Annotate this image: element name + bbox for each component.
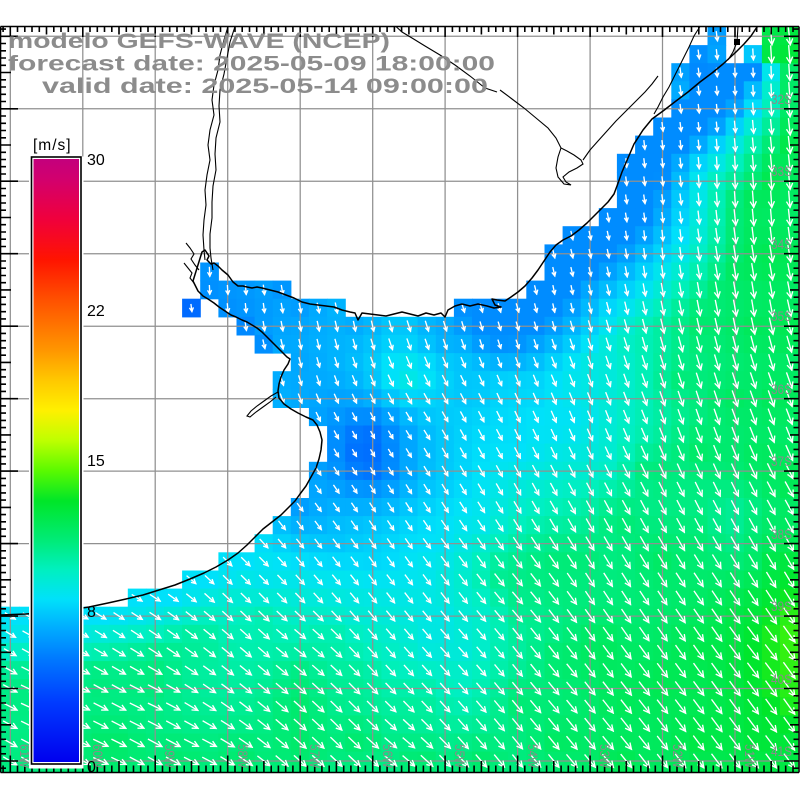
- svg-text:37S: 37S: [771, 453, 792, 469]
- svg-text:35S: 35S: [771, 308, 792, 324]
- svg-text:52W: 52W: [670, 744, 686, 769]
- svg-text:32S: 32S: [771, 91, 792, 107]
- svg-text:54W: 54W: [525, 744, 541, 769]
- svg-text:56W: 56W: [380, 744, 396, 769]
- svg-text:58W: 58W: [235, 744, 251, 769]
- svg-text:59W: 59W: [162, 744, 178, 769]
- svg-text:51W: 51W: [742, 744, 758, 769]
- svg-text:8: 8: [87, 604, 96, 621]
- svg-text:modelo GEFS-WAVE (NCEP): modelo GEFS-WAVE (NCEP): [8, 29, 390, 53]
- svg-text:15: 15: [87, 453, 105, 470]
- svg-text:34S: 34S: [771, 236, 792, 252]
- svg-text:53W: 53W: [597, 744, 613, 769]
- svg-text:57W: 57W: [307, 744, 323, 769]
- svg-text:[m/s]: [m/s]: [33, 137, 72, 154]
- svg-text:30: 30: [87, 152, 105, 169]
- svg-text:0: 0: [87, 759, 96, 776]
- svg-text:55W: 55W: [452, 744, 468, 769]
- svg-text:22: 22: [87, 303, 105, 320]
- svg-text:39S: 39S: [771, 598, 792, 614]
- svg-text:36S: 36S: [771, 381, 792, 397]
- svg-text:40S: 40S: [771, 671, 792, 687]
- svg-text:41S: 41S: [771, 743, 792, 759]
- svg-text:33S: 33S: [771, 163, 792, 179]
- svg-text:valid date: 2025-05-14 09:00:0: valid date: 2025-05-14 09:00:00: [42, 74, 488, 98]
- svg-text:60W: 60W: [90, 744, 106, 769]
- svg-text:forecast date: 2025-05-09 18:0: forecast date: 2025-05-09 18:00:00: [8, 52, 495, 76]
- svg-text:38S: 38S: [771, 526, 792, 542]
